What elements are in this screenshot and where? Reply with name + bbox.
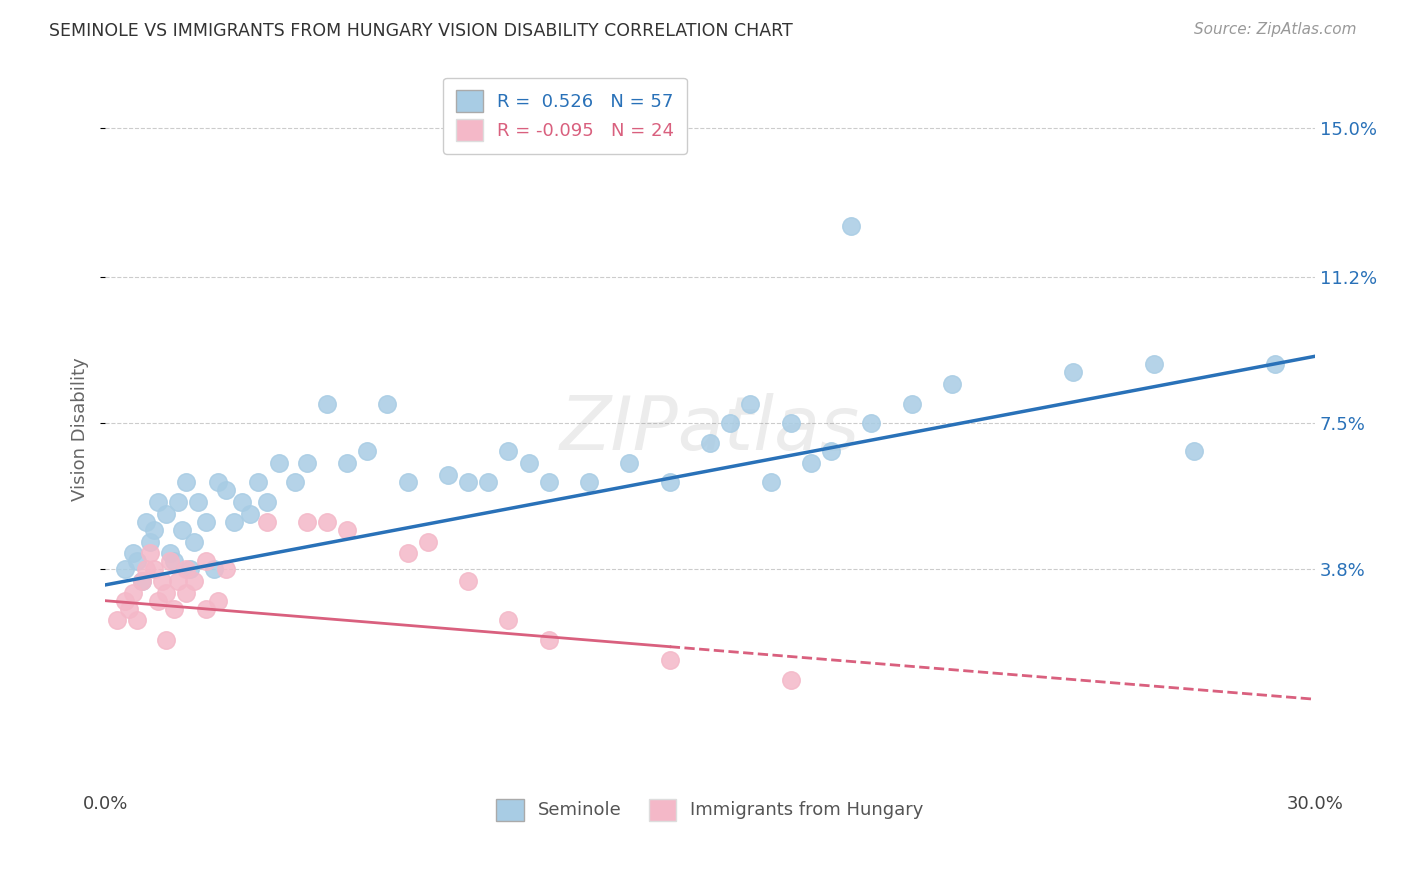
Point	[170, 523, 193, 537]
Point	[183, 574, 205, 588]
Point	[146, 593, 169, 607]
Point	[174, 586, 197, 600]
Point	[477, 475, 499, 490]
Point	[457, 475, 479, 490]
Point	[114, 562, 136, 576]
Point	[284, 475, 307, 490]
Point	[207, 593, 229, 607]
Point	[122, 586, 145, 600]
Point	[658, 653, 681, 667]
Legend: Seminole, Immigrants from Hungary: Seminole, Immigrants from Hungary	[482, 784, 938, 835]
Point	[578, 475, 600, 490]
Point	[155, 507, 177, 521]
Point	[183, 534, 205, 549]
Point	[316, 396, 339, 410]
Point	[131, 574, 153, 588]
Point	[396, 475, 419, 490]
Point	[336, 523, 359, 537]
Point	[256, 515, 278, 529]
Point	[336, 456, 359, 470]
Point	[207, 475, 229, 490]
Point	[498, 443, 520, 458]
Point	[105, 614, 128, 628]
Point	[900, 396, 922, 410]
Point	[256, 495, 278, 509]
Point	[517, 456, 540, 470]
Point	[138, 546, 160, 560]
Point	[159, 546, 181, 560]
Point	[537, 475, 560, 490]
Point	[699, 436, 721, 450]
Point	[163, 554, 186, 568]
Point	[142, 562, 165, 576]
Point	[135, 562, 157, 576]
Point	[159, 554, 181, 568]
Point	[163, 601, 186, 615]
Point	[146, 495, 169, 509]
Point	[800, 456, 823, 470]
Point	[941, 376, 963, 391]
Point	[150, 574, 173, 588]
Point	[779, 673, 801, 687]
Text: SEMINOLE VS IMMIGRANTS FROM HUNGARY VISION DISABILITY CORRELATION CHART: SEMINOLE VS IMMIGRANTS FROM HUNGARY VISI…	[49, 22, 793, 40]
Point	[166, 574, 188, 588]
Point	[195, 515, 218, 529]
Point	[195, 554, 218, 568]
Point	[215, 483, 238, 498]
Point	[416, 534, 439, 549]
Point	[187, 495, 209, 509]
Point	[127, 554, 149, 568]
Point	[224, 515, 246, 529]
Point	[114, 593, 136, 607]
Point	[179, 562, 201, 576]
Y-axis label: Vision Disability: Vision Disability	[72, 358, 89, 501]
Point	[537, 633, 560, 648]
Point	[619, 456, 641, 470]
Point	[759, 475, 782, 490]
Point	[215, 562, 238, 576]
Point	[138, 534, 160, 549]
Point	[396, 546, 419, 560]
Point	[135, 515, 157, 529]
Point	[1182, 443, 1205, 458]
Point	[498, 614, 520, 628]
Point	[779, 417, 801, 431]
Point	[142, 523, 165, 537]
Point	[457, 574, 479, 588]
Point	[118, 601, 141, 615]
Point	[316, 515, 339, 529]
Point	[239, 507, 262, 521]
Point	[122, 546, 145, 560]
Point	[820, 443, 842, 458]
Point	[267, 456, 290, 470]
Point	[295, 456, 318, 470]
Text: ZIPatlas: ZIPatlas	[560, 393, 860, 466]
Point	[247, 475, 270, 490]
Point	[1143, 357, 1166, 371]
Point	[155, 633, 177, 648]
Point	[718, 417, 741, 431]
Point	[202, 562, 225, 576]
Point	[127, 614, 149, 628]
Point	[658, 475, 681, 490]
Point	[295, 515, 318, 529]
Point	[740, 396, 762, 410]
Point	[195, 601, 218, 615]
Point	[131, 574, 153, 588]
Point	[231, 495, 253, 509]
Point	[155, 586, 177, 600]
Point	[174, 562, 197, 576]
Point	[1062, 365, 1084, 379]
Point	[1264, 357, 1286, 371]
Point	[356, 443, 378, 458]
Point	[166, 495, 188, 509]
Point	[839, 219, 862, 234]
Point	[437, 467, 460, 482]
Point	[377, 396, 399, 410]
Point	[174, 475, 197, 490]
Text: Source: ZipAtlas.com: Source: ZipAtlas.com	[1194, 22, 1357, 37]
Point	[860, 417, 883, 431]
